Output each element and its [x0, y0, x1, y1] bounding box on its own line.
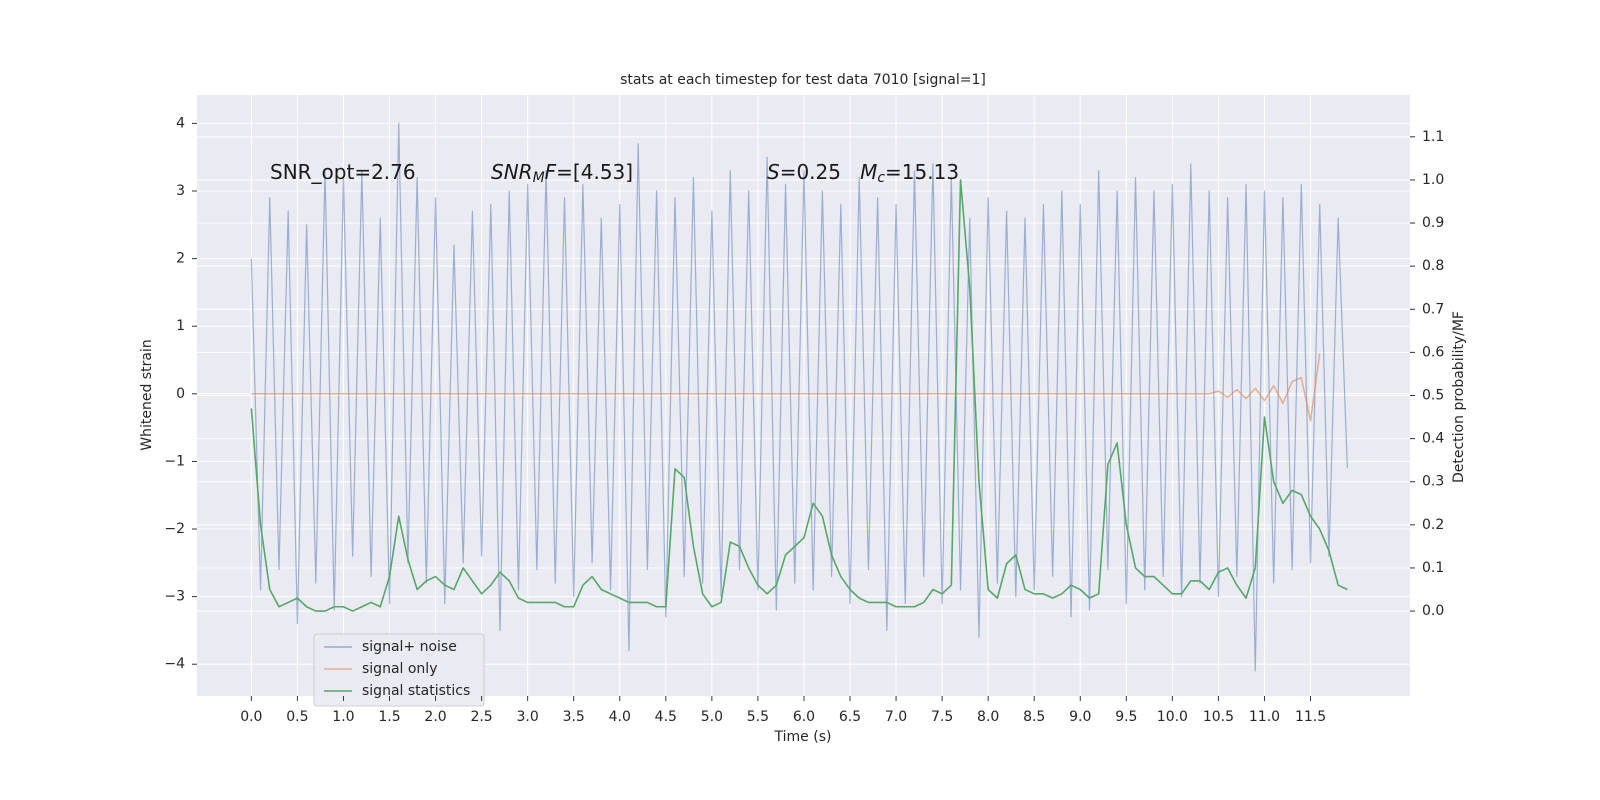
- y-tick-label: −4: [164, 656, 185, 672]
- annotation-part: S: [767, 160, 780, 184]
- y2-tick-label: 1.0: [1422, 172, 1444, 188]
- annotation-part: =[4.53]: [556, 160, 633, 184]
- x-tick-label: 8.5: [1023, 709, 1045, 725]
- x-tick-label: 4.5: [655, 709, 677, 725]
- x-tick-label: 1.0: [332, 709, 354, 725]
- series-line: [251, 353, 1321, 422]
- x-tick-label: 0.5: [286, 709, 308, 725]
- y-tick-label: 1: [176, 318, 185, 334]
- x-tick-label: 1.5: [378, 709, 400, 725]
- x-tick-label: 7.0: [885, 709, 907, 725]
- annotation-part: c: [877, 170, 885, 186]
- y2-tick-label: 0.6: [1422, 344, 1444, 360]
- x-tick-label: 2.0: [424, 709, 446, 725]
- x-tick-label: 8.0: [977, 709, 999, 725]
- y-axis-label: Whitened strain: [139, 339, 155, 450]
- legend-box: [313, 633, 485, 707]
- y2-tick-label: 0.1: [1422, 560, 1444, 576]
- y-tick-label: 4: [176, 115, 185, 131]
- x-tick-label: 11.5: [1295, 709, 1326, 725]
- y2-tick-label: 0.8: [1422, 258, 1444, 274]
- chart-title: stats at each timestep for test data 701…: [620, 72, 986, 88]
- legend: signal+ noise signal only signal statistic…: [313, 633, 485, 707]
- x-tick-label: 3.5: [563, 709, 585, 725]
- y-tick-label: 0: [176, 386, 185, 402]
- x-tick-label: 5.5: [747, 709, 769, 725]
- x-tick-label: 10.0: [1157, 709, 1188, 725]
- y2-axis-label: Detection probability/MF: [1451, 311, 1467, 483]
- x-tick-label: 5.0: [701, 709, 723, 725]
- x-tick-label: 2.5: [470, 709, 492, 725]
- y2-tick-label: 0.4: [1422, 431, 1444, 447]
- annotation-part: M: [860, 160, 877, 184]
- legend-label: signal+ noise: [362, 639, 457, 655]
- y-tick-label: −1: [164, 453, 185, 469]
- annotation-part: =0.25: [780, 160, 860, 184]
- legend-label: signal only: [362, 661, 437, 677]
- y2-tick-label: 0.3: [1422, 474, 1444, 490]
- y2-tick-label: 0.7: [1422, 301, 1444, 317]
- y-tick-label: 3: [176, 183, 185, 199]
- annotation: SNRMF=[4.53]: [491, 160, 633, 187]
- y2-tick-label: 1.1: [1422, 129, 1444, 145]
- x-tick-label: 7.5: [931, 709, 953, 725]
- x-tick-label: 6.0: [793, 709, 815, 725]
- x-tick-label: 9.5: [1115, 709, 1137, 725]
- annotation-part: =15.13: [885, 160, 959, 184]
- x-axis-label: Time (s): [774, 729, 832, 745]
- series-line: [250, 179, 1348, 612]
- y2-tick-label: 0.2: [1422, 517, 1444, 533]
- y2-tick-label: 0.5: [1422, 388, 1444, 404]
- x-tick-label: 11.0: [1249, 709, 1280, 725]
- y2-tick-label: 0.0: [1422, 603, 1444, 619]
- y2-tick-label: 0.9: [1422, 215, 1444, 231]
- x-tick-label: 9.0: [1069, 709, 1091, 725]
- legend-label: signal statistics: [362, 683, 470, 699]
- annotation-part: SNR: [491, 160, 533, 184]
- annotation-part: SNR_opt=2.76: [270, 160, 416, 184]
- y-tick-label: 2: [176, 251, 185, 267]
- series-line: [250, 122, 1348, 672]
- x-tick-label: 4.0: [609, 709, 631, 725]
- x-tick-label: 0.0: [240, 709, 262, 725]
- y-tick-label: −3: [164, 589, 185, 605]
- x-tick-label: 6.5: [839, 709, 861, 725]
- annotation: S=0.25 Mc=15.13: [767, 160, 959, 187]
- x-tick-label: 10.5: [1203, 709, 1234, 725]
- y-tick-label: −2: [164, 521, 185, 537]
- annotation-part: M: [533, 170, 545, 186]
- x-tick-label: 3.0: [517, 709, 539, 725]
- annotation: SNR_opt=2.76: [270, 160, 416, 184]
- annotation-part: F: [545, 160, 557, 184]
